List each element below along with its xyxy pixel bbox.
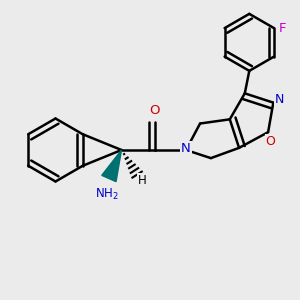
Polygon shape bbox=[102, 150, 122, 182]
Text: H: H bbox=[138, 174, 147, 187]
Text: F: F bbox=[279, 22, 286, 34]
Text: O: O bbox=[149, 104, 160, 117]
Text: N: N bbox=[181, 142, 191, 155]
Text: NH$_2$: NH$_2$ bbox=[95, 187, 119, 202]
Text: O: O bbox=[266, 135, 275, 148]
Text: N: N bbox=[275, 93, 285, 106]
